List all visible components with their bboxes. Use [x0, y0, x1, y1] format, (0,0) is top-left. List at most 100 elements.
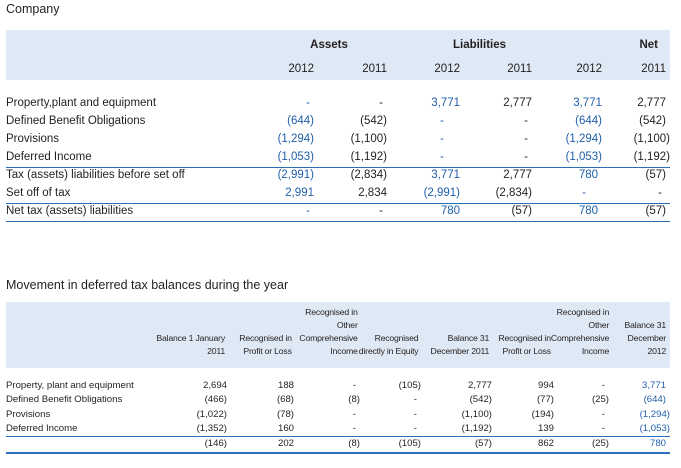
movement-title: Movement in deferred tax balances during…	[6, 278, 289, 292]
cell: 2,777	[503, 97, 532, 109]
cell: -	[601, 408, 605, 420]
row-label: Defined Benefit Obligations	[6, 115, 146, 127]
cell: (644)	[575, 115, 602, 127]
cell: -	[413, 423, 417, 435]
cell: -	[413, 408, 417, 420]
cell: 160	[277, 423, 294, 435]
cell: -	[440, 151, 444, 163]
cell: (1,100)	[350, 133, 387, 145]
cell: (1,100)	[461, 408, 492, 420]
cell: (2,991)	[423, 187, 460, 199]
row-label: Provisions	[6, 133, 60, 145]
table-row: Tax (assets) liabilities before set off …	[6, 166, 670, 184]
divider	[6, 203, 670, 204]
cell: (1,294)	[639, 408, 670, 420]
column-header: Balance 31 December 2011	[430, 333, 490, 356]
cell: 2,991	[285, 187, 314, 199]
total-label	[6, 436, 156, 451]
cell: (57)	[645, 169, 666, 181]
cell: (2,991)	[277, 169, 314, 181]
cell: (8)	[348, 394, 360, 406]
cell: 2,777	[637, 97, 666, 109]
cell: (1,192)	[461, 423, 492, 435]
column-header: Balance 31 December 2012	[624, 320, 667, 356]
column-header: Recognised in Other Comprehensive Income	[550, 307, 610, 356]
row-label: Property, plant and equipment	[6, 379, 134, 391]
cell: (1,053)	[639, 423, 670, 435]
cell: -	[524, 115, 528, 127]
cell: (1,192)	[350, 151, 387, 163]
company-title: Company	[6, 2, 60, 16]
cell: (57)	[474, 437, 492, 449]
cell: (194)	[531, 408, 554, 420]
row-label: Property,plant and equipment	[6, 97, 157, 109]
cell: 202	[277, 437, 294, 449]
cell: (542)	[360, 115, 387, 127]
cell: -	[379, 97, 383, 109]
row-label: Deferred Income	[6, 423, 78, 435]
column-header: Recognised directly in Equity	[358, 333, 419, 356]
cell: -	[306, 205, 310, 217]
cell: -	[413, 394, 417, 406]
cell: -	[524, 133, 528, 145]
divider	[6, 167, 670, 168]
cell: (1,100)	[633, 133, 670, 145]
cell: 3,771	[573, 97, 602, 109]
table-row: Provisions (1,022) (78) - - (1,100) (194…	[6, 407, 670, 422]
cell: 2,694	[202, 379, 227, 391]
cell: (2,834)	[495, 187, 532, 199]
year-col: 2012	[288, 63, 314, 75]
row-label: Set off of tax	[6, 187, 71, 199]
cell: -	[440, 115, 444, 127]
cell: 994	[537, 379, 554, 391]
year-col: 2011	[641, 63, 666, 75]
column-header: Recognised in Other Comprehensive Income	[299, 307, 358, 356]
cell: (542)	[639, 115, 666, 127]
cell: (644)	[287, 115, 314, 127]
table-row: Defined Benefit Obligations (644) (542) …	[6, 112, 670, 130]
cell: 780	[649, 437, 666, 449]
company-group-header-row: Assets Liabilities Net	[6, 36, 670, 54]
group-net: Net	[639, 39, 658, 51]
row-label: Deferred Income	[6, 151, 92, 163]
cell: (25)	[591, 394, 609, 406]
cell: 2,777	[467, 379, 492, 391]
cell: 188	[277, 379, 294, 391]
year-col: 2011	[362, 63, 387, 75]
company-rows: Property,plant and equipment - - 3,771 2…	[6, 94, 670, 220]
divider	[6, 221, 670, 222]
table-row: Net tax (assets) liabilities - - 780 (57…	[6, 202, 670, 220]
cell: (105)	[398, 379, 421, 391]
cell: 780	[440, 205, 460, 217]
cell: (57)	[645, 205, 666, 217]
cell: -	[379, 205, 383, 217]
cell: (146)	[204, 437, 227, 449]
cell: -	[658, 187, 662, 199]
movement-rows: Property, plant and equipment 2,694 188 …	[6, 378, 670, 451]
cell: (1,192)	[633, 151, 670, 163]
table-row: Deferred Income (1,053) (1,192) - - (1,0…	[6, 148, 670, 166]
cell: (1,294)	[277, 133, 314, 145]
cell: -	[440, 133, 444, 145]
cell: (542)	[469, 394, 492, 406]
company-body	[6, 89, 670, 265]
group-liabilities: Liabilities	[452, 39, 507, 51]
cell: -	[352, 423, 356, 435]
cell: 2,777	[503, 169, 532, 181]
movement-header-table: Balance 1 January 2011 Recognised in Pro…	[6, 306, 670, 358]
cell: (105)	[398, 437, 421, 449]
column-header: Recognised in Profit or Loss	[498, 333, 551, 356]
cell: (644)	[643, 394, 666, 406]
divider	[6, 436, 670, 437]
cell: (1,053)	[277, 151, 314, 163]
cell: -	[601, 379, 605, 391]
row-label: Net tax (assets) liabilities	[6, 205, 134, 217]
cell: 3,771	[641, 379, 666, 391]
cell: (25)	[591, 437, 609, 449]
cell: 3,771	[431, 169, 460, 181]
cell: 3,771	[431, 97, 460, 109]
company-table: Assets Liabilities Net 2012 2011 2012 20…	[6, 36, 670, 78]
cell: (2,834)	[350, 169, 387, 181]
company-header-panel	[6, 30, 670, 80]
row-label: Tax (assets) liabilities before set off	[6, 169, 185, 181]
